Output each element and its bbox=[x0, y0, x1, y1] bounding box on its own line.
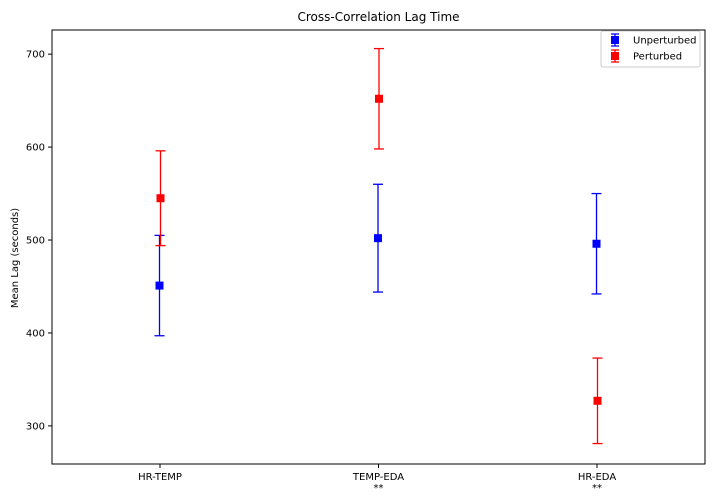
data-point bbox=[156, 194, 165, 203]
data-point bbox=[375, 94, 383, 103]
x-tick-label: HR-EDA bbox=[578, 472, 617, 483]
legend-box bbox=[600, 30, 701, 68]
x-tick-label: HR-TEMP bbox=[138, 472, 182, 483]
plot-area bbox=[154, 47, 603, 445]
y-tick-label: 500 bbox=[26, 236, 45, 247]
y-tick-label: 400 bbox=[26, 328, 45, 339]
y-tick-label: 600 bbox=[26, 143, 45, 154]
chart-title: Cross-Correlation Lag Time bbox=[297, 10, 459, 24]
legend-marker bbox=[611, 36, 619, 44]
significance-annotation: ** bbox=[592, 483, 602, 494]
y-tick-label: 300 bbox=[26, 421, 45, 432]
legend-label: Unperturbed bbox=[633, 36, 697, 47]
legend: Unperturbed Perturbed bbox=[600, 30, 701, 68]
data-point bbox=[593, 396, 602, 405]
legend-marker bbox=[611, 52, 619, 60]
data-point bbox=[592, 239, 601, 248]
x-tick-label: TEMP-EDA bbox=[352, 472, 404, 483]
legend-label: Perturbed bbox=[633, 52, 682, 63]
y-axis-label: Mean Lag (seconds) bbox=[10, 208, 21, 308]
y-tick-label: 700 bbox=[26, 50, 45, 61]
significance-annotation: ** bbox=[374, 483, 384, 494]
data-point bbox=[155, 281, 164, 290]
data-point bbox=[374, 234, 382, 243]
